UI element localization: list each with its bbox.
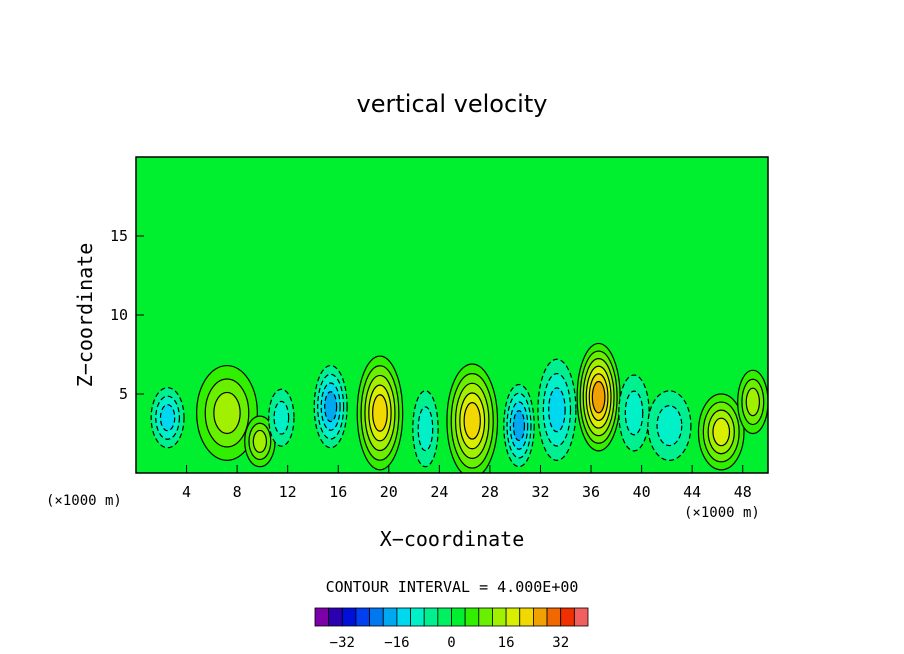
x-tick-label: 36 [582,483,600,501]
x-tick-label: 4 [182,483,191,501]
x-tick-label: 32 [531,483,549,501]
colorbar-tick-label: −16 [384,635,409,651]
contour-level [591,380,606,414]
colorbar-swatch [546,607,562,627]
colorbar: −32 −16 0 16 32 [314,607,589,651]
colorbar-swatch [328,607,343,627]
x-tick-label: 12 [279,483,297,501]
contour-level [372,394,388,432]
colorbar-swatch [573,607,589,627]
colorbar-swatch [464,607,480,627]
x-tick-label: 44 [683,483,701,501]
colorbar-tick-label: 16 [498,635,515,651]
contour-level [252,429,268,453]
y-tick-label: 5 [119,385,128,403]
colorbar-tick-label: 32 [552,635,569,651]
colorbar-swatch [341,607,357,627]
x-tick-label: 16 [329,483,347,501]
colorbar-swatch [519,607,534,627]
x-tick-label: 28 [481,483,499,501]
y-tick-label: 10 [110,306,128,324]
plot-area [135,156,769,474]
colorbar-swatch [478,607,493,627]
colorbar-tick-label: −32 [330,635,355,651]
colorbar-swatch [396,607,411,627]
contour-level [159,404,176,432]
colorbar-tick-label: 0 [447,635,455,651]
x-axis-label: X−coordinate [380,527,525,551]
contour-level [548,387,566,433]
x-tick-label: 24 [430,483,448,501]
contour-interval-label: CONTOUR INTERVAL = 4.000E+00 [326,578,579,596]
contour-level [273,400,290,435]
colorbar-swatch [410,607,425,627]
colorbar-swatch [355,607,371,627]
contour-level [512,410,526,442]
colorbar-swatch [492,607,507,627]
x-axis-unit: (×1000 m) [684,505,760,521]
colorbar-swatch [314,607,330,627]
colorbar-swatch [505,607,521,627]
x-tick-labels: 4 8 12 16 20 24 28 32 36 40 44 48 [182,465,752,501]
x-tick-label: 8 [233,483,242,501]
y-tick-label: 15 [110,227,128,245]
contour-level [624,390,644,436]
contour-level [417,406,434,452]
colorbar-swatch [451,607,466,627]
y-axis-unit: (×1000 m) [46,493,122,509]
contour-level [712,417,731,447]
colorbar-swatch [437,607,452,627]
contour-level [463,402,481,440]
chart-title: vertical velocity [357,90,548,118]
x-tick-label: 48 [734,483,752,501]
colorbar-swatch [560,607,575,627]
contour-level [745,387,761,417]
contour-level [324,391,338,423]
colorbar-swatch [423,607,439,627]
contour-level [213,391,241,435]
x-tick-label: 40 [633,483,651,501]
colorbar-swatch [533,607,548,627]
contour-field [136,157,768,473]
x-tick-label: 20 [380,483,398,501]
y-axis-label: Z−coordinate [73,243,97,388]
y-tick-labels: 5 10 15 [110,227,144,403]
colorbar-swatch [369,607,384,627]
contour-level [656,405,683,447]
colorbar-swatch [382,607,398,627]
